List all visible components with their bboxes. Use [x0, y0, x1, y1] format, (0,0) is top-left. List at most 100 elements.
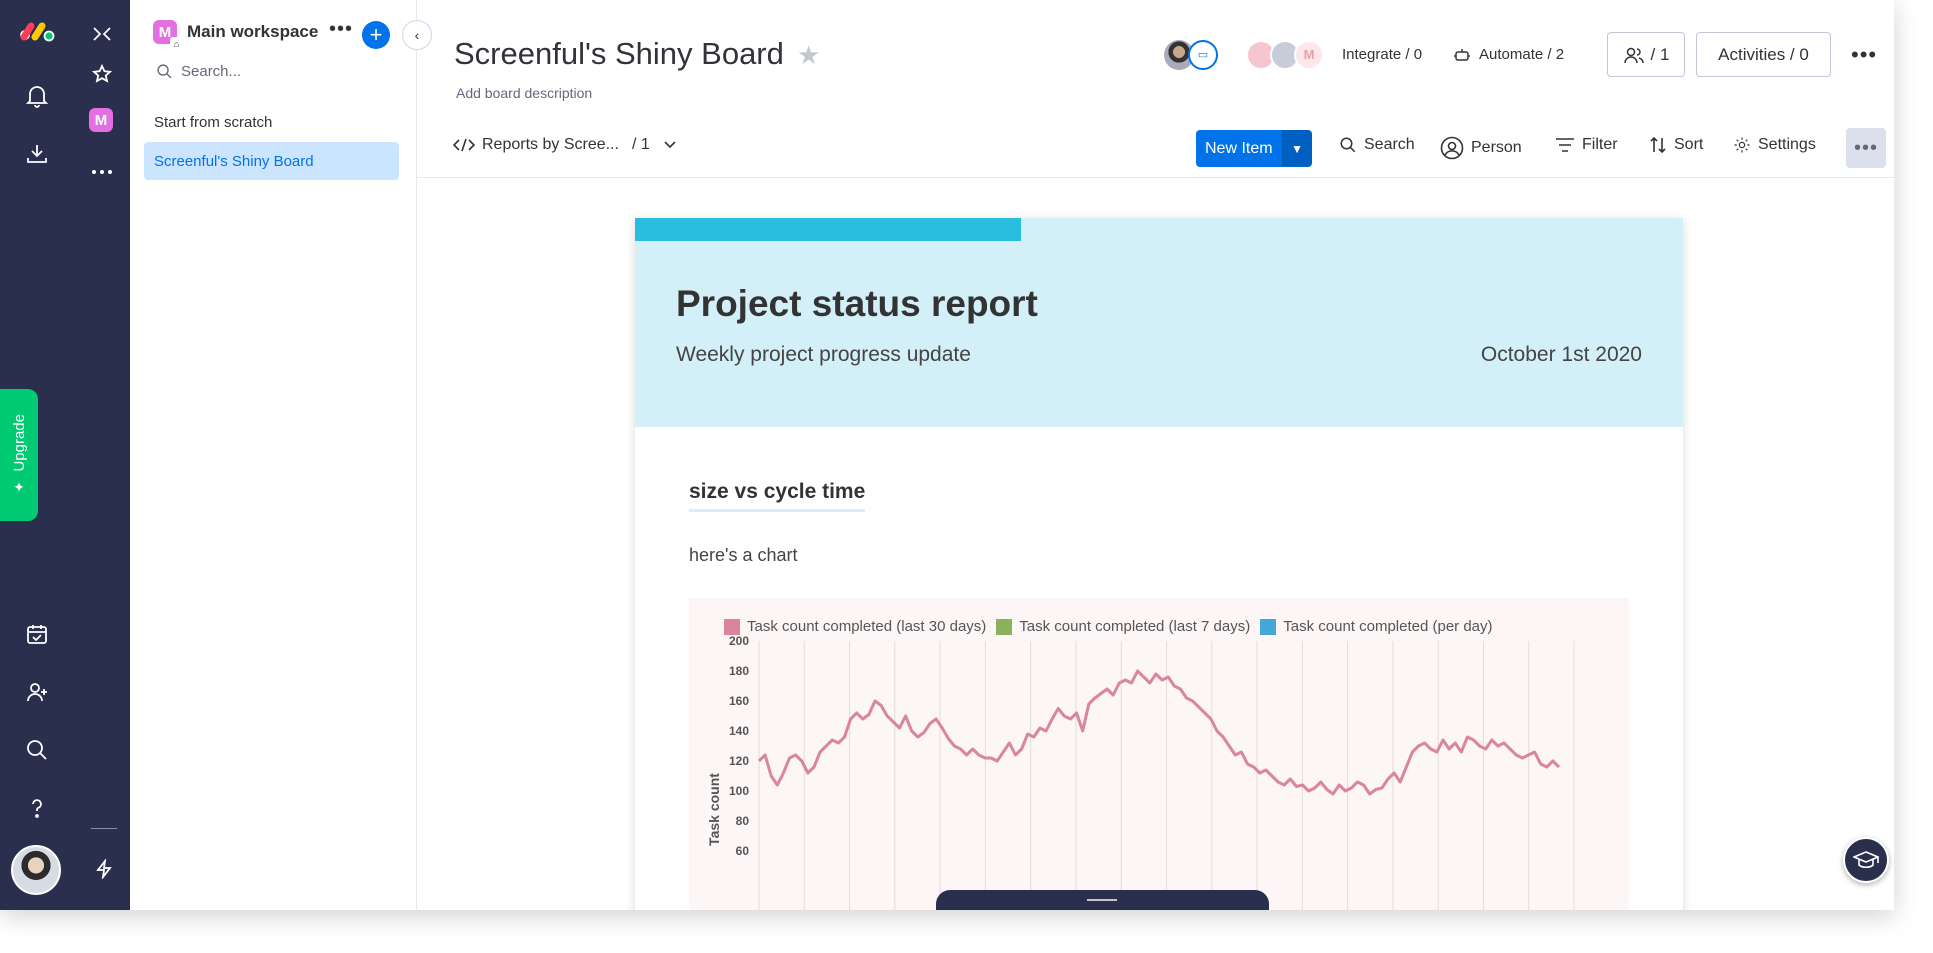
y-axis-label: Task count	[706, 773, 722, 846]
app-window: M Upgrade ✦ M	[0, 0, 1894, 910]
calendar-check-icon[interactable]	[23, 620, 51, 648]
person-label: Person	[1471, 139, 1522, 156]
filter-label: Filter	[1582, 136, 1618, 153]
chevron-down-icon	[664, 141, 676, 149]
monday-logo[interactable]	[19, 20, 55, 49]
add-person-icon[interactable]	[23, 678, 51, 706]
automate-button[interactable]: Automate / 2	[1453, 32, 1564, 77]
settings-button[interactable]: Settings	[1733, 136, 1816, 154]
filter-button[interactable]: Filter	[1555, 136, 1618, 154]
workspace-header[interactable]: M ⌂ Main workspace	[153, 20, 318, 50]
favorite-star-icon[interactable]: ★	[797, 40, 821, 70]
sort-icon	[1650, 136, 1666, 154]
y-tick-label: 160	[729, 694, 749, 708]
toolbar-more-icon[interactable]: •••	[1846, 128, 1886, 168]
left-rail: M Upgrade ✦	[0, 0, 130, 910]
chart: Task count completed (last 30 days) Task…	[689, 598, 1629, 910]
search-icon	[1340, 137, 1356, 153]
legend-label: Task count completed (last 7 days)	[1019, 618, 1251, 635]
settings-label: Settings	[1758, 136, 1816, 153]
legend-swatch	[996, 618, 1013, 635]
report-hero: Project status report Weekly project pro…	[635, 218, 1683, 427]
home-icon: ⌂	[170, 37, 183, 50]
activities-button[interactable]: Activities / 0	[1696, 32, 1831, 77]
learning-center-button[interactable]	[1843, 837, 1889, 883]
person-icon	[1440, 136, 1464, 160]
board-more-icon[interactable]: •••	[1851, 42, 1878, 67]
bottom-drawer-handle[interactable]	[936, 890, 1269, 910]
y-tick-label: 140	[729, 724, 749, 738]
upgrade-button[interactable]: Upgrade ✦	[0, 389, 38, 521]
y-tick-label: 120	[729, 754, 749, 768]
embed-icon	[453, 138, 475, 152]
sort-button[interactable]: Sort	[1649, 136, 1703, 154]
guest-avatar: ▭	[1188, 39, 1218, 70]
integrations-icons[interactable]: M	[1246, 32, 1324, 77]
chart-legend: Task count completed (last 30 days) Task…	[724, 618, 1493, 635]
workspace-badge-small[interactable]: M	[89, 108, 113, 132]
sort-label: Sort	[1674, 136, 1704, 153]
y-tick-label: 100	[729, 784, 749, 798]
main-area: Screenful's Shiny Board ★ Add board desc…	[417, 0, 1894, 910]
view-name: Reports by Scree...	[482, 136, 619, 153]
legend-label: Task count completed (last 30 days)	[747, 618, 987, 635]
help-icon[interactable]	[23, 794, 51, 822]
y-tick-label: 80	[736, 814, 750, 828]
more-icon[interactable]	[88, 158, 116, 186]
download-icon[interactable]	[23, 140, 51, 168]
legend-item[interactable]: Task count completed (per day)	[1260, 618, 1493, 635]
collapse-rail-icon[interactable]	[88, 20, 116, 48]
add-to-workspace-button[interactable]: +	[362, 21, 390, 49]
board-title[interactable]: Screenful's Shiny Board	[454, 36, 784, 71]
legend-swatch	[724, 618, 740, 635]
collapse-panel-button[interactable]: ‹	[402, 20, 432, 50]
report-date: October 1st 2020	[1480, 343, 1642, 366]
y-tick-label: 200	[729, 634, 749, 648]
person-filter-button[interactable]: Person	[1440, 136, 1522, 160]
robot-icon	[1454, 48, 1470, 61]
workspace-more-icon[interactable]: •••	[329, 18, 354, 40]
bell-icon[interactable]	[23, 82, 51, 110]
workspace-item-board[interactable]: Screenful's Shiny Board	[144, 142, 399, 180]
workspace-item-start-from-scratch[interactable]: Start from scratch	[144, 103, 399, 141]
legend-swatch	[1260, 618, 1277, 635]
activities-label: Activities / 0	[1718, 44, 1809, 64]
integrate-button[interactable]: Integrate / 0	[1342, 32, 1422, 77]
chevron-down-icon[interactable]: ▼	[1281, 130, 1312, 167]
members-button[interactable]: / 1	[1607, 32, 1685, 77]
series-line	[757, 669, 1561, 796]
view-tab-reports[interactable]: Reports by Scree... / 1	[453, 136, 677, 154]
workspace-search-input[interactable]: Search...	[156, 63, 241, 80]
legend-label: Task count completed (per day)	[1283, 618, 1493, 635]
board-subscribers[interactable]: ▭	[1164, 32, 1218, 77]
report-hero-bar	[635, 218, 1021, 241]
board-toolbar: Reports by Scree... / 1 New Item ▼ Searc…	[417, 120, 1894, 178]
section-text: here's a chart	[689, 545, 798, 565]
view-count: / 1	[631, 136, 650, 153]
lightning-icon[interactable]	[90, 855, 118, 883]
chart-plot: 60 80 100 120 140 160 180 200 Task count	[706, 634, 1575, 910]
rail-divider	[91, 828, 117, 829]
report-title: Project status report	[676, 283, 1038, 324]
y-tick-label: 180	[729, 664, 749, 678]
user-avatar[interactable]	[11, 845, 61, 895]
graduation-cap-icon	[1853, 851, 1879, 869]
workspace-item-label: Start from scratch	[154, 113, 273, 131]
search-icon[interactable]	[23, 736, 51, 764]
board-description[interactable]: Add board description	[456, 85, 593, 101]
legend-item[interactable]: Task count completed (last 7 days)	[996, 618, 1250, 635]
y-tick-label: 60	[736, 844, 750, 858]
legend-item[interactable]: Task count completed (last 30 days)	[724, 618, 986, 635]
search-button[interactable]: Search	[1339, 136, 1415, 154]
gear-icon	[1734, 137, 1750, 153]
workspace-panel: M ⌂ Main workspace ••• + ‹ Search... Sta…	[130, 0, 432, 910]
report-card: Project status report Weekly project pro…	[635, 218, 1683, 910]
new-item-button[interactable]: New Item ▼	[1196, 130, 1312, 167]
report-subtitle: Weekly project progress update	[676, 343, 971, 366]
members-icon	[1623, 47, 1644, 63]
star-icon[interactable]	[88, 60, 116, 88]
integrate-label: Integrate / 0	[1342, 46, 1423, 63]
sparkle-icon: ✦	[13, 479, 25, 496]
workspace-search-placeholder: Search...	[181, 63, 242, 80]
new-item-label: New Item	[1196, 130, 1282, 167]
